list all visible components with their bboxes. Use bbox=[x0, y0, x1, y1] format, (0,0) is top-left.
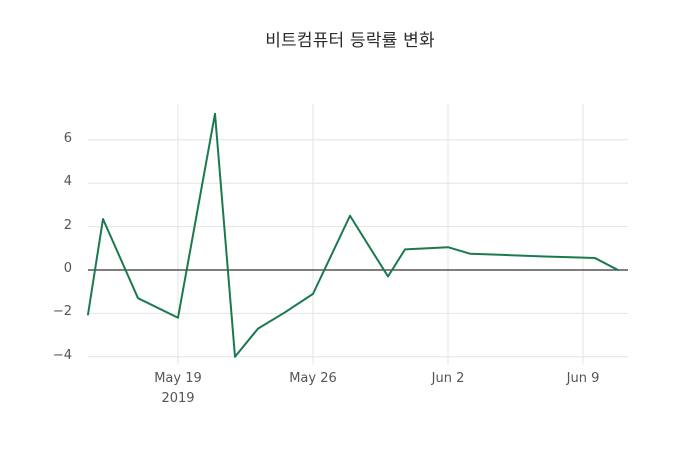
y-axis-tick-label: −4 bbox=[52, 347, 72, 363]
series-line-path bbox=[87, 112, 619, 358]
y-axis-tick-label: 0 bbox=[63, 261, 72, 276]
x-axis-tick-label: Jun 2 bbox=[431, 371, 465, 386]
chart-title: 비트컴퓨터 등락률 변화 bbox=[265, 31, 435, 51]
grid-lines bbox=[88, 103, 628, 365]
y-axis-tick-label: 2 bbox=[63, 217, 72, 233]
x-axis-tick-label: May 19 bbox=[154, 371, 202, 386]
y-axis-tick-label: 6 bbox=[63, 130, 72, 146]
x-axis-tick-label: May 26 bbox=[289, 371, 337, 386]
x-axis-tick-label: Jun 9 bbox=[566, 371, 600, 386]
y-axis-tick-label: −2 bbox=[52, 304, 72, 320]
y-axis-tick-label: 4 bbox=[63, 174, 72, 190]
data-series-line bbox=[87, 112, 619, 358]
x-axis-year-label: 2019 bbox=[161, 391, 195, 406]
